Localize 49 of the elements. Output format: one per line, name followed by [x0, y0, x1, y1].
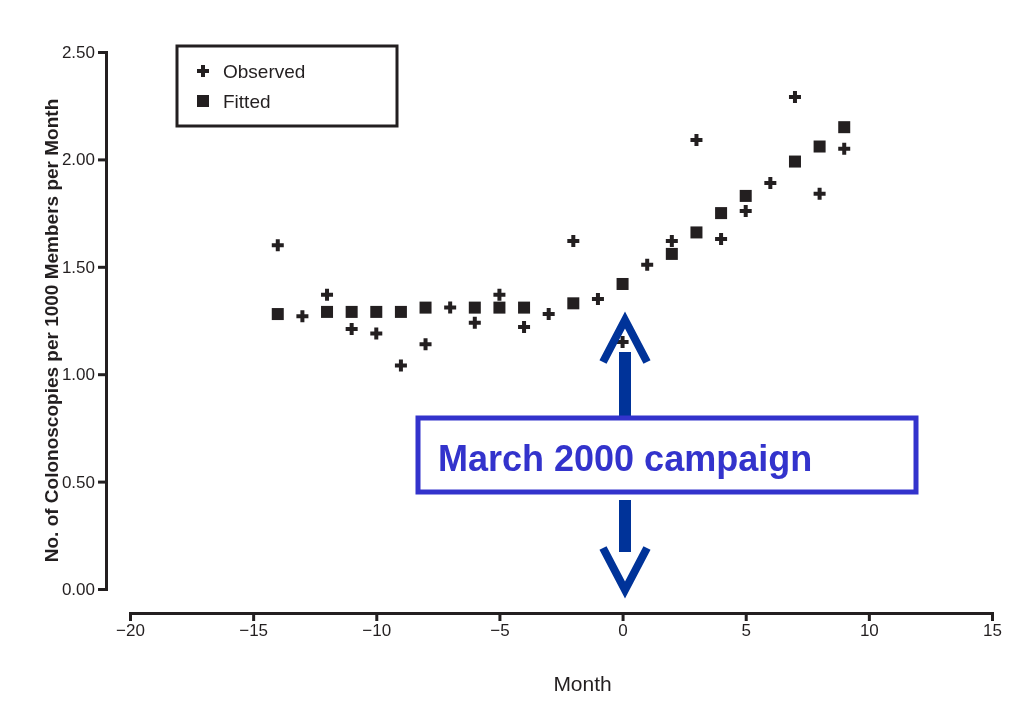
- point: [269, 237, 286, 254]
- point: [616, 277, 629, 290]
- x-tick-label: 0: [618, 621, 628, 641]
- point: [392, 357, 409, 374]
- legend-label: Fitted: [223, 91, 271, 112]
- point: [491, 286, 508, 303]
- x-tick-label: −10: [362, 621, 392, 641]
- x-tick-label: −15: [239, 621, 269, 641]
- point: [518, 301, 531, 314]
- y-tick-label: 0.00: [61, 579, 95, 599]
- y-tick-label: 2.00: [61, 150, 95, 170]
- x-tick-label: 15: [983, 621, 1002, 641]
- point: [370, 305, 383, 318]
- point: [394, 305, 407, 318]
- point: [442, 299, 459, 316]
- y-tick-label: 1.50: [61, 257, 95, 277]
- x-tick-label: 5: [741, 621, 751, 641]
- x-tick-label: −5: [490, 621, 510, 641]
- point: [739, 189, 752, 202]
- point: [813, 140, 826, 153]
- point: [368, 325, 385, 342]
- point: [788, 155, 801, 168]
- y-tick-label: 2.50: [61, 42, 95, 62]
- legend-label: Observed: [223, 61, 306, 82]
- point: [294, 308, 311, 325]
- point: [836, 140, 853, 157]
- point: [419, 301, 432, 314]
- point: [271, 308, 284, 321]
- point: [466, 314, 483, 331]
- point: [811, 185, 828, 202]
- point: [567, 297, 580, 310]
- x-axis-title: Month: [553, 672, 612, 695]
- point: [493, 301, 506, 314]
- point: [715, 207, 728, 220]
- point: [639, 256, 656, 273]
- point: [417, 336, 434, 353]
- point: [838, 121, 851, 134]
- x-tick-label: −20: [116, 621, 145, 641]
- x-tick-label: 10: [859, 621, 879, 641]
- point: [345, 305, 358, 318]
- y-tick-label: 0.50: [61, 472, 95, 492]
- point: [319, 286, 336, 303]
- y-axis-title: No. of Colonoscopies per 1000 Members per Month: [41, 98, 62, 563]
- y-tick-label: 1.00: [61, 365, 95, 385]
- annotation: March 2000 campaign: [438, 438, 813, 479]
- point: [665, 247, 678, 260]
- point: [690, 226, 703, 239]
- point: [321, 305, 334, 318]
- point: [468, 301, 481, 314]
